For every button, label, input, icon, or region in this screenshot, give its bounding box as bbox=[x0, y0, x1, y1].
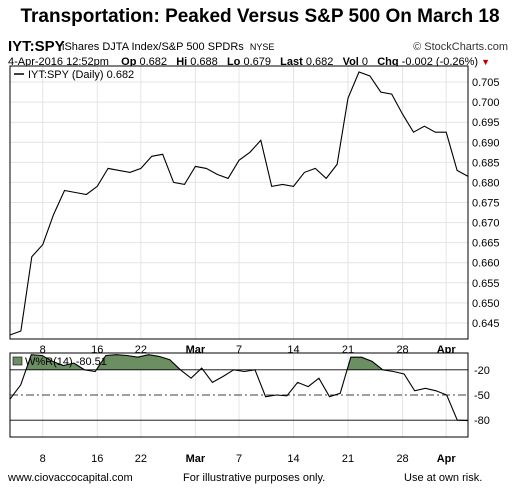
exchange-text: NYSE bbox=[249, 42, 275, 52]
symbol-description: iShares DJTA Index/S&P 500 SPDRs NYSE bbox=[62, 41, 274, 53]
wr-y-tick-2: -80 bbox=[474, 415, 490, 427]
main-y-tick-0: 0.645 bbox=[472, 318, 500, 330]
chg-value: -0.002 (-0.26%) bbox=[401, 56, 479, 68]
wr-x-tick-4: 7 bbox=[236, 453, 242, 465]
chart-title: Transportation: Peaked Versus S&P 500 On… bbox=[20, 6, 500, 27]
hi-label: Hi bbox=[176, 56, 188, 68]
main-legend-label: IYT:SPY (Daily) 0.682 bbox=[28, 69, 134, 81]
wr-overbought-fill bbox=[26, 354, 383, 370]
wr-x-tick-1: 16 bbox=[91, 453, 103, 465]
last-label: Last bbox=[280, 56, 303, 68]
wr-line bbox=[9, 354, 469, 422]
vol-value: 0 bbox=[361, 56, 369, 68]
quote-date: 4-Apr-2016 12:52pm bbox=[8, 56, 109, 68]
main-y-tick-1: 0.650 bbox=[472, 298, 500, 310]
williams-r-panel: -20 -50 -80 W%R(14) -80.51 8 16 22 Mar 7 14 21 28 Ap… bbox=[9, 352, 490, 465]
wr-x-tick-5: 14 bbox=[287, 453, 299, 465]
main-y-tick-4: 0.665 bbox=[472, 238, 500, 250]
wr-x-tick-0: 8 bbox=[40, 453, 46, 465]
main-y-tick-8: 0.685 bbox=[472, 157, 500, 169]
brand-label: © StockCharts.com bbox=[413, 41, 508, 53]
symbol-label: IYT:SPY bbox=[8, 38, 65, 55]
lo-value: 0.679 bbox=[243, 56, 271, 68]
price-ratio-line bbox=[9, 71, 469, 336]
op-value: 0.682 bbox=[139, 56, 168, 68]
main-y-tick-9: 0.690 bbox=[472, 137, 500, 149]
main-y-tick-12: 0.705 bbox=[472, 77, 500, 89]
description-text: iShares DJTA Index/S&P 500 SPDRs bbox=[62, 41, 244, 53]
last-value: 0.682 bbox=[305, 56, 334, 68]
wr-panel-border bbox=[9, 352, 469, 438]
footer-risk: Use at own risk. bbox=[404, 472, 483, 484]
main-y-tick-6: 0.675 bbox=[472, 198, 500, 210]
main-y-tick-5: 0.670 bbox=[472, 218, 500, 230]
quote-line: 4-Apr-2016 12:52pm Op 0.682 Hi 0.688 Lo … bbox=[8, 56, 490, 68]
main-x-tick-4: 7 bbox=[236, 344, 242, 356]
wr-x-tick-6: 21 bbox=[342, 453, 354, 465]
main-y-tick-11: 0.700 bbox=[472, 97, 500, 109]
lo-label: Lo bbox=[226, 56, 241, 68]
price-ratio-panel: 0.645 0.650 0.655 0.660 0.665 0.670 0.675 0.680… bbox=[9, 65, 500, 356]
main-panel-border bbox=[9, 65, 469, 340]
wr-x-tick-3: Mar bbox=[186, 453, 206, 465]
main-y-tick-3: 0.660 bbox=[472, 258, 500, 270]
wr-x-tick-7: 28 bbox=[396, 453, 408, 465]
main-y-tick-7: 0.680 bbox=[472, 177, 500, 189]
main-y-tick-2: 0.655 bbox=[472, 278, 500, 290]
wr-y-tick-0: -20 bbox=[474, 365, 490, 377]
wr-x-tick-8: Apr bbox=[437, 453, 457, 465]
footer-disclaimer: For illustrative purposes only. bbox=[183, 472, 326, 484]
wr-x-tick-2: 22 bbox=[135, 453, 147, 465]
hi-value: 0.688 bbox=[190, 56, 218, 68]
wr-legend-swatch bbox=[12, 356, 23, 366]
wr-legend-label: W%R(14) -80.51 bbox=[25, 356, 107, 368]
chg-label: Chg bbox=[377, 56, 399, 68]
down-arrow-icon: ▼ bbox=[481, 57, 491, 67]
op-label: Op bbox=[121, 56, 137, 68]
main-y-tick-10: 0.695 bbox=[472, 117, 500, 129]
main-x-tick-0: 8 bbox=[40, 344, 46, 356]
wr-y-tick-1: -50 bbox=[474, 390, 490, 402]
footer-website: www.ciovaccocapital.com bbox=[8, 472, 133, 484]
vol-label: Vol bbox=[342, 56, 359, 68]
